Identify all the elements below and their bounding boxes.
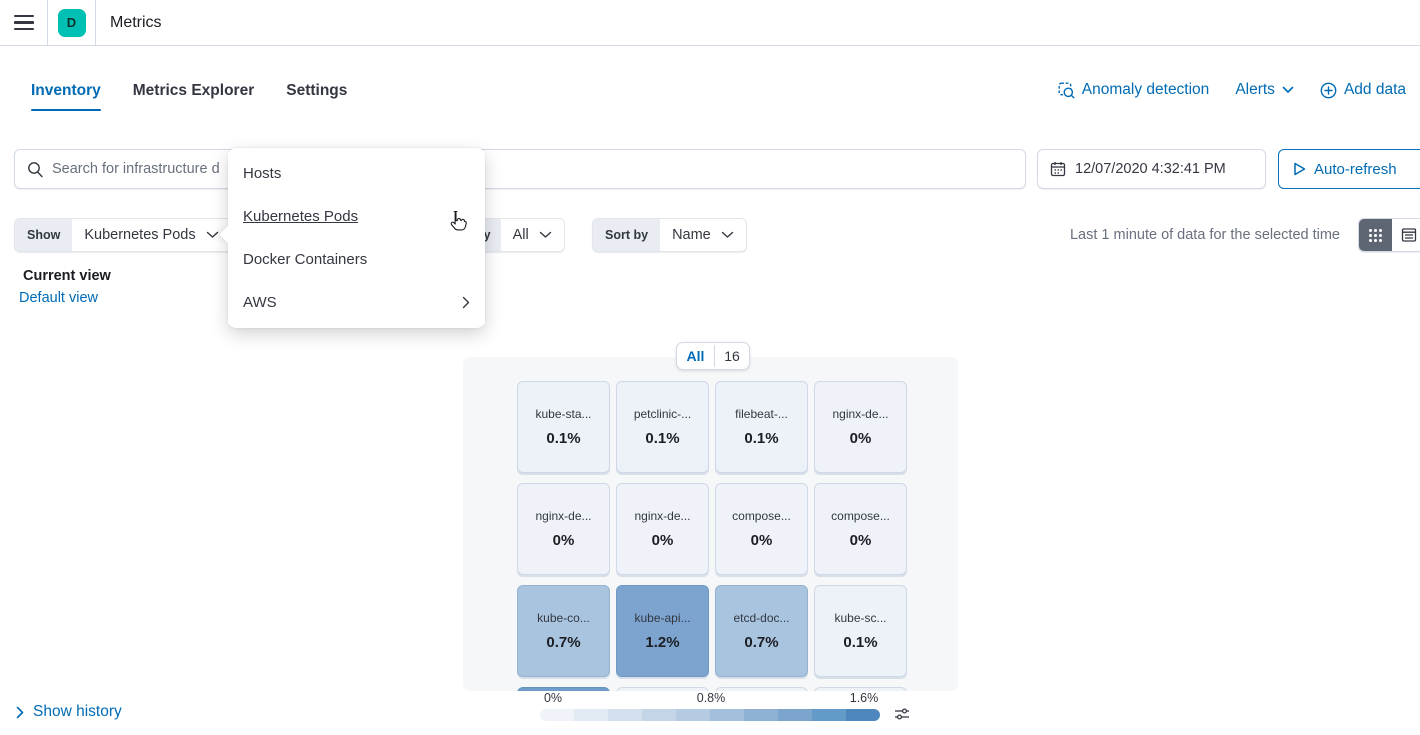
pod-tile[interactable]: etcd-doc... 0.7% [715,585,808,677]
sort-by-filter: Sort by Name [592,218,747,252]
search-icon [27,161,44,178]
inventory-type-menu: Hosts Kubernetes Pods Docker Containers … [219,148,485,328]
legend-gradient-bar [540,709,880,721]
pod-tile[interactable]: petclinic-... 0.1% [616,381,709,473]
chevron-right-icon [462,296,470,309]
view-mode-toggle [1358,218,1420,252]
legend-tick-max: 1.6% [849,691,879,705]
sort-by-filter-select[interactable]: Name [660,219,746,251]
anomaly-detection-link[interactable]: Anomaly detection [1058,81,1210,99]
legend-options-button[interactable] [893,705,911,723]
chevron-down-icon [1282,86,1294,94]
auto-refresh-label: Auto-refresh [1314,160,1397,178]
pod-tile[interactable]: kube-sc... 0.1% [814,585,907,677]
chevron-down-icon [721,231,734,239]
show-history-toggle[interactable]: Show history [16,703,122,721]
pod-tile[interactable]: compose... 0% [814,483,907,575]
show-filter-select[interactable]: Kubernetes Pods [72,219,231,251]
saved-view-selector[interactable]: Default view [19,290,98,306]
data-time-note: Last 1 minute of data for the selected t… [1069,227,1340,243]
group-by-filter-select[interactable]: All [500,219,564,251]
page-title: Metrics [110,13,162,31]
tab-settings[interactable]: Settings [286,82,348,99]
date-time-picker[interactable]: 12/07/2020 4:32:41 PM [1037,149,1266,189]
chevron-right-icon [16,706,24,719]
waffle-map: kube-sta... 0.1% petclinic-... 0.1% file… [463,357,958,691]
tab-metrics-explorer[interactable]: Metrics Explorer [132,82,255,99]
header-actions: Anomaly detection Alerts Add data [1058,81,1406,99]
infrastructure-search-input[interactable]: Search for infrastructure d [14,149,1026,189]
main-tabs: Inventory Metrics Explorer Settings [31,82,348,111]
menu-item-hosts[interactable]: Hosts [228,152,485,195]
add-data-label: Add data [1343,81,1406,98]
pod-tile[interactable]: nginx-de... 0% [814,381,907,473]
current-view-label: Current view [23,268,111,284]
table-icon [1401,227,1417,243]
alerts-dropdown-button[interactable]: Alerts [1235,81,1294,99]
legend-tick-min: 0% [543,691,563,705]
pod-tile[interactable]: filebeat-... 0.1% [715,381,808,473]
pod-tile[interactable]: nginx-de... 0% [517,483,610,575]
anomaly-detection-label: Anomaly detection [1081,81,1210,98]
play-icon [1293,162,1306,176]
waffle-group-count: 16 [724,348,740,364]
top-bar: D Metrics [0,0,1420,46]
tab-inventory[interactable]: Inventory [31,82,101,111]
badge-divider [714,345,715,367]
legend-tick-mid: 0.8% [696,691,726,705]
space-badge: D [57,8,86,37]
pod-tile[interactable]: kube-api... 1.2% [616,585,709,677]
sort-by-filter-label: Sort by [593,219,661,251]
add-data-link[interactable]: Add data [1320,81,1406,99]
hamburger-icon [13,14,34,31]
waffle-group-name: All [686,348,705,364]
show-filter-label: Show [15,219,73,251]
menu-item-aws[interactable]: AWS [228,281,485,324]
show-filter-value: Kubernetes Pods [84,227,196,243]
show-filter: Show Kubernetes Pods [14,218,232,252]
search-placeholder: Search for infrastructure d [52,161,220,177]
sort-by-filter-value: Name [672,227,711,243]
alerts-label: Alerts [1235,81,1275,98]
waffle-tile-grid: kube-sta... 0.1% petclinic-... 0.1% file… [517,381,907,691]
menu-button[interactable] [0,0,48,46]
menu-item-kubernetes-pods[interactable]: Kubernetes Pods [228,195,485,238]
anomaly-detection-icon [1058,82,1075,99]
map-view-button[interactable] [1359,219,1392,251]
plus-circle-icon [1320,82,1337,99]
grid-dots-icon [1368,228,1383,243]
pod-tile[interactable]: compose... 0% [715,483,808,575]
pod-tile[interactable]: kube-co... 0.7% [517,585,610,677]
chevron-down-icon [539,231,552,239]
space-switcher[interactable]: D [48,0,96,46]
show-history-label: Show history [33,703,122,720]
chevron-down-icon [206,231,219,239]
group-by-filter-value: All [512,227,529,243]
waffle-group-badge[interactable]: All 16 [676,342,750,370]
calendar-icon [1050,161,1066,177]
menu-item-docker-containers[interactable]: Docker Containers [228,238,485,281]
pod-tile[interactable]: nginx-de... 0% [616,483,709,575]
sliders-icon [894,706,910,722]
pod-tile[interactable]: kube-sta... 0.1% [517,381,610,473]
table-view-button[interactable] [1392,219,1420,251]
date-time-value: 12/07/2020 4:32:41 PM [1075,161,1226,177]
auto-refresh-button[interactable]: Auto-refresh [1278,149,1420,189]
